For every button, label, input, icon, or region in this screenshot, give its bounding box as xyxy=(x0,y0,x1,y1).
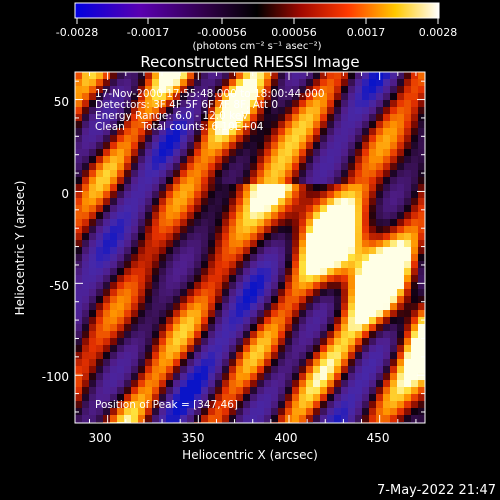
x-axis-title: Heliocentric X (arcsec) xyxy=(182,448,318,462)
colorbar-tick-label: 0.00056 xyxy=(271,26,317,39)
y-tick-label: -50 xyxy=(49,279,69,293)
plot-frame xyxy=(74,71,426,424)
colorbar-tick-label: -0.0017 xyxy=(127,26,169,39)
y-tick-label: 50 xyxy=(54,95,69,109)
x-tick-label: 400 xyxy=(275,431,298,445)
plot-border xyxy=(74,71,426,424)
colorbar: -0.0028 -0.0017 -0.00056 0.00056 0.0017 … xyxy=(56,2,457,52)
y-axis-title: Heliocentric Y (arcsec) xyxy=(13,181,27,316)
colorbar-tick-label: 0.0017 xyxy=(347,26,386,39)
info-annotation: 17-Nov-2000 17:55:48.000 to 18:00:44.000… xyxy=(95,88,325,411)
colorbar-gradient xyxy=(74,2,440,19)
timestamp: 7-May-2022 21:47 xyxy=(377,483,496,498)
info-energy-range: Energy Range: 6.0 - 12.0 keV xyxy=(95,110,249,122)
info-clean-counts: Clean Total counts: 6.10E+04 xyxy=(95,121,264,133)
y-tick-label: 0 xyxy=(61,187,69,201)
colorbar-tick-label: -0.00056 xyxy=(197,26,246,39)
y-tick-labels: 50 0 -50 -100 xyxy=(42,95,69,384)
reconstructed-image xyxy=(75,72,425,423)
colorbar-units: (photons cm⁻² s⁻¹ asec⁻²) xyxy=(192,41,321,52)
x-tick-label: 450 xyxy=(367,431,390,445)
info-peak-position: Position of Peak = [347,46] xyxy=(95,399,238,411)
plot-title: Reconstructed RHESSI Image xyxy=(140,53,359,71)
info-detectors: Detectors: 3F 4F 5F 6F 7F 8F, Att 0 xyxy=(95,99,278,111)
colorbar-ticks xyxy=(76,18,439,24)
axis-ticks xyxy=(75,72,425,423)
colorbar-tick-label: 0.0028 xyxy=(419,26,458,39)
colorbar-tick-labels: -0.0028 -0.0017 -0.00056 0.00056 0.0017 … xyxy=(56,26,457,39)
info-time-range: 17-Nov-2000 17:55:48.000 to 18:00:44.000 xyxy=(95,88,325,100)
x-tick-labels: 300 350 400 450 xyxy=(89,431,390,445)
x-tick-label: 350 xyxy=(182,431,205,445)
x-tick-label: 300 xyxy=(89,431,112,445)
y-tick-label: -100 xyxy=(42,370,69,384)
colorbar-tick-label: -0.0028 xyxy=(56,26,98,39)
